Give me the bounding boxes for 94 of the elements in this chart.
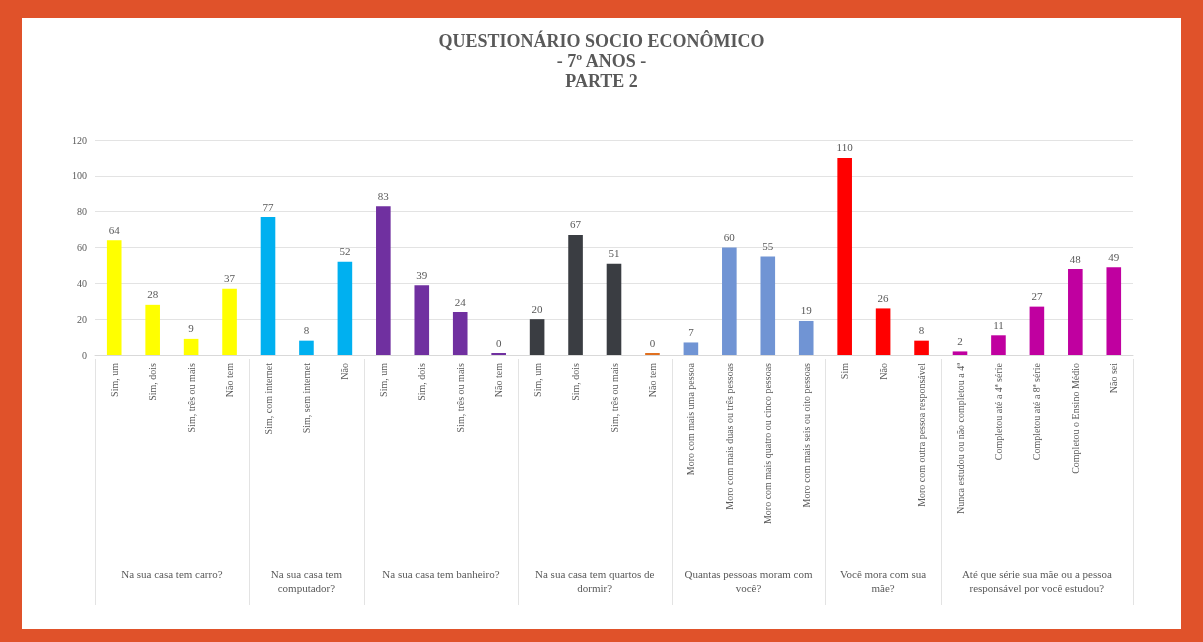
x-tick-label: Moro com outra pessoa responsável xyxy=(916,362,928,507)
x-tick-label: Sim, três ou mais xyxy=(185,362,197,433)
text: Na sua casa tem carro? xyxy=(120,567,224,581)
x-tick-label: Sim, com internet xyxy=(262,362,274,435)
x-tick-label: Sim, um xyxy=(377,362,389,397)
x-tick-label: Não tem xyxy=(493,362,505,398)
x-tick-label: Moro com mais seis ou oito pessoas xyxy=(800,362,812,508)
bar xyxy=(798,320,814,355)
text: Até que série sua mãe ou a pessoa responsável por você estudou? xyxy=(960,567,1113,595)
data-label: 51 xyxy=(608,247,620,260)
bar xyxy=(875,308,891,355)
bar xyxy=(683,342,699,355)
data-label: 7 xyxy=(688,325,695,338)
data-label: 37 xyxy=(224,272,236,285)
data-label: 2 xyxy=(957,334,963,347)
x-tick-label: Moro com mais uma pessoa xyxy=(685,362,697,476)
bar xyxy=(337,261,353,355)
x-tick-label: Completou até a 8ª série xyxy=(1031,362,1043,461)
text: Na sua casa tem banheiro? xyxy=(381,567,501,581)
data-label: 20 xyxy=(531,302,544,315)
data-label: 83 xyxy=(377,189,390,202)
y-tick-label: 100 xyxy=(72,170,87,182)
bar xyxy=(760,256,776,355)
x-tick-label: Sim, dois xyxy=(570,362,582,401)
bar xyxy=(914,340,929,355)
data-label: 48 xyxy=(1069,252,1082,265)
bar xyxy=(414,285,430,355)
data-label: 8 xyxy=(918,324,925,337)
bar xyxy=(1106,267,1122,355)
bar xyxy=(145,304,160,355)
x-tick-label: Sim, três ou mais xyxy=(454,362,466,433)
text: Quantas pessoas moram com você? xyxy=(683,567,814,595)
text: Na sua casa tem computador? xyxy=(269,567,343,595)
bar xyxy=(568,234,583,355)
x-tick-label: Nunca estudou ou não completou a 4ª xyxy=(954,362,966,515)
x-tick-label: Sim, três ou mais xyxy=(608,362,620,433)
x-tick-label: Sim, um xyxy=(531,362,543,397)
data-label: 64 xyxy=(108,223,121,236)
data-label: 19 xyxy=(800,304,813,317)
bar xyxy=(529,319,545,355)
data-label: 0 xyxy=(649,336,656,349)
x-tick-label: Completou até a 4ª série xyxy=(992,362,1004,461)
x-tick-label: Completou o Ensino Médio xyxy=(1069,363,1081,474)
x-tick-label: Sim, um xyxy=(108,362,120,397)
data-label: 24 xyxy=(454,295,467,308)
bar xyxy=(222,288,237,355)
bar xyxy=(376,206,391,355)
y-tick-label: 60 xyxy=(77,242,87,253)
data-label: 60 xyxy=(723,231,736,243)
bar xyxy=(299,340,314,355)
bar xyxy=(837,157,852,355)
data-label: 55 xyxy=(762,239,774,252)
data-label: 0 xyxy=(495,336,502,349)
data-label: 27 xyxy=(1031,290,1043,303)
bar xyxy=(952,351,968,355)
y-tick-label: 40 xyxy=(77,277,87,289)
x-tick-label: Não sei xyxy=(1108,362,1120,394)
bar xyxy=(991,335,1006,355)
data-label: 39 xyxy=(416,268,428,281)
data-label: 11 xyxy=(993,318,1004,331)
text: Você mora com sua mãe? xyxy=(838,567,928,595)
y-tick-label: 80 xyxy=(77,206,87,218)
data-label: 67 xyxy=(570,218,582,231)
data-label: 28 xyxy=(147,288,159,301)
chart-title: QUESTIONÁRIO SOCIO ECONÔMICO - 7º ANOS - PARTE 2 xyxy=(438,30,765,91)
bar xyxy=(722,247,737,355)
x-tick-label: Moro com mais quatro ou cinco pessoas xyxy=(762,362,774,525)
x-tick-label: Sim xyxy=(839,362,851,380)
bar xyxy=(106,240,122,355)
bar xyxy=(1068,269,1083,355)
data-label: 77 xyxy=(262,200,274,213)
data-label: 110 xyxy=(836,141,854,154)
bar xyxy=(260,217,276,355)
y-tick-label: 120 xyxy=(72,134,87,146)
x-tick-label: Não xyxy=(339,363,351,380)
data-label: 26 xyxy=(877,291,890,304)
bar xyxy=(1029,306,1045,355)
bar xyxy=(183,338,199,355)
data-label: 52 xyxy=(339,245,351,258)
x-tick-label: Não tem xyxy=(224,362,236,398)
x-tick-label: Sim, sem internet xyxy=(300,362,312,434)
text: Na sua casa tem quartos de dormir? xyxy=(534,567,656,595)
data-label: 8 xyxy=(303,324,310,337)
bar xyxy=(452,312,468,355)
bar xyxy=(606,263,622,355)
x-tick-label: Sim, dois xyxy=(416,362,428,401)
data-label: 9 xyxy=(188,322,195,335)
data-label: 49 xyxy=(1108,250,1120,263)
x-tick-label: Moro com mais duas ou três pessoas xyxy=(723,362,735,510)
y-tick-label: 20 xyxy=(77,313,87,325)
x-tick-label: Não xyxy=(877,363,889,380)
y-tick-label: 0 xyxy=(82,349,87,361)
x-tick-label: Sim, dois xyxy=(147,362,159,401)
x-tick-label: Não tem xyxy=(646,362,658,398)
